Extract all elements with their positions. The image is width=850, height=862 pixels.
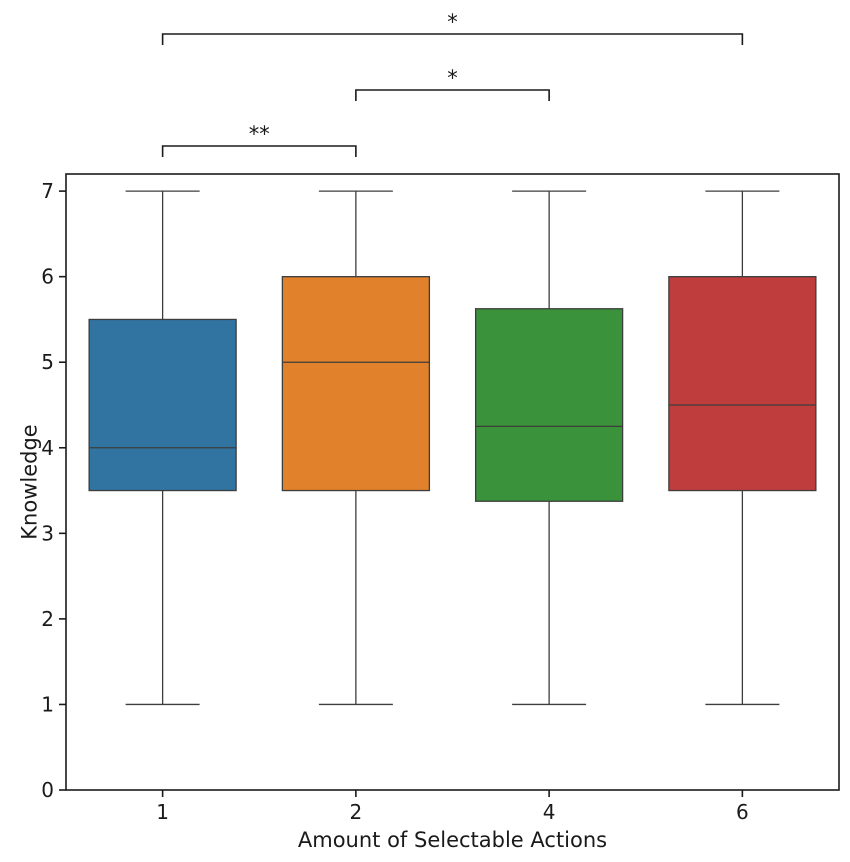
- x-tick-label: 1: [156, 800, 169, 824]
- box-4: [474, 190, 624, 706]
- y-tick-label: 6: [41, 265, 54, 289]
- significance-label: *: [447, 66, 458, 90]
- y-axis-label: Knowledge: [17, 424, 41, 539]
- box-1: [88, 190, 237, 706]
- plot-frame: [65, 173, 840, 791]
- iqr-box: [474, 308, 624, 502]
- y-axis: 0 1 2 3 4 5 6 7: [41, 179, 66, 802]
- significance-bracket: *: [355, 66, 550, 101]
- y-tick-label: 3: [41, 521, 54, 545]
- y-tick-label: 5: [41, 350, 54, 374]
- y-tick-label: 0: [41, 778, 54, 802]
- significance-bracket: *: [161, 10, 744, 45]
- bracket-line: [161, 33, 744, 45]
- x-tick-label: 2: [350, 800, 363, 824]
- significance-label: **: [249, 122, 270, 146]
- y-tick-label: 2: [41, 607, 54, 631]
- x-tick-label: 4: [543, 800, 556, 824]
- iqr-box: [668, 276, 817, 492]
- y-tick-label: 7: [41, 179, 54, 203]
- significance-annotations: ****: [161, 10, 744, 157]
- x-axis: 1 2 4 6: [156, 790, 749, 824]
- box-6: [668, 190, 817, 706]
- x-axis-label: Amount of Selectable Actions: [298, 828, 607, 852]
- y-tick-label: 4: [41, 436, 54, 460]
- box-2: [281, 190, 431, 706]
- significance-label: *: [447, 10, 458, 34]
- x-tick-label: 6: [736, 800, 749, 824]
- box-series: [88, 190, 817, 706]
- bracket-line: [355, 89, 550, 101]
- y-tick-label: 1: [41, 692, 54, 716]
- iqr-box: [88, 318, 237, 492]
- bracket-line: [161, 145, 357, 157]
- significance-bracket: **: [161, 122, 357, 157]
- iqr-box: [281, 276, 431, 492]
